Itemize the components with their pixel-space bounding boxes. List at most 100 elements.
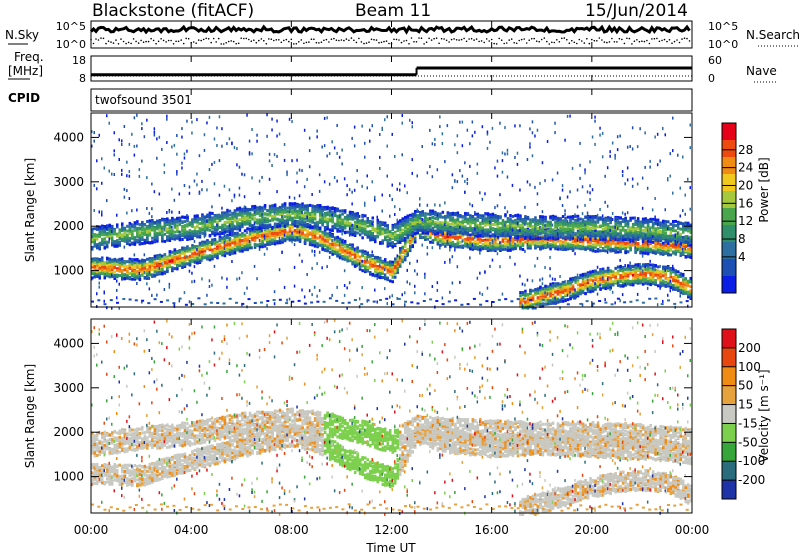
echo-cell [333, 222, 337, 226]
scatter-cell [366, 174, 368, 178]
scatter-cell [106, 114, 108, 118]
scatter-cell [376, 276, 378, 280]
echo-cell [361, 219, 364, 223]
search-noise-point [140, 39, 142, 42]
echo-cell [416, 218, 419, 222]
scatter-cell [343, 293, 346, 297]
echo-cell [288, 238, 292, 242]
echo-cell [384, 228, 387, 232]
search-noise-point [413, 41, 415, 43]
scatter-cell [113, 173, 115, 176]
echo-cell [306, 204, 309, 208]
echo-cell [441, 242, 445, 246]
scatter-cell [136, 208, 138, 212]
echo-cell [454, 229, 457, 233]
echo-cell [321, 220, 324, 223]
search-noise-point [573, 41, 576, 44]
scatter-cell [296, 171, 298, 175]
echo-cell [293, 205, 297, 208]
scatter-cell [364, 141, 366, 145]
echo-cell [313, 240, 317, 244]
echo-cell [93, 243, 96, 247]
search-noise-point [668, 39, 671, 41]
scatter-cell [198, 191, 201, 195]
scatter-cell [446, 241, 449, 244]
echo-cell [201, 228, 204, 232]
echo-cell [141, 263, 144, 267]
echo-cell [301, 202, 304, 206]
echo-cell [399, 263, 402, 267]
echo-cell [261, 240, 264, 244]
echo-cell [253, 243, 257, 247]
scatter-cell [191, 280, 193, 284]
echo-cell [358, 224, 362, 228]
echo-cell [168, 236, 172, 240]
echo-cell [208, 234, 212, 238]
echo-cell [191, 222, 194, 226]
echo-cell [158, 224, 162, 228]
echo-cell [116, 268, 119, 272]
echo-cell [128, 271, 132, 275]
echo-cell [213, 241, 217, 245]
echo-cell [288, 202, 292, 206]
echo-cell [211, 248, 214, 252]
echo-cell [409, 225, 412, 229]
echo-cell [101, 262, 104, 265]
search-noise-point [681, 38, 683, 40]
echo-cell [98, 271, 101, 275]
echo-cell [208, 220, 212, 224]
echo-cell [221, 246, 224, 250]
echo-cell [298, 211, 302, 215]
echo-cell [416, 228, 419, 232]
scatter-cell [128, 174, 131, 178]
echo-cell [121, 229, 124, 233]
search-noise-point [333, 37, 335, 40]
echo-cell [431, 240, 435, 244]
search-noise-point [403, 40, 405, 42]
scatter-cell [439, 246, 441, 250]
echo-cell [364, 214, 367, 218]
scatter-cell [183, 152, 186, 156]
echo-cell [116, 260, 119, 263]
search-noise-point [120, 38, 122, 40]
echo-cell [419, 217, 422, 221]
echo-cell [176, 234, 179, 238]
echo-cell [131, 273, 134, 277]
scatter-cell [268, 224, 271, 228]
echo-cell [98, 269, 101, 273]
echo-cell [273, 234, 277, 237]
echo-cell [173, 259, 177, 263]
echo-cell [206, 223, 209, 227]
scatter-cell [361, 259, 363, 263]
echo-cell [409, 229, 412, 233]
scatter-cell [331, 239, 333, 243]
echo-cell [173, 234, 177, 238]
echo-cell [268, 241, 272, 245]
echo-cell [226, 211, 229, 215]
scatter-cell [226, 277, 228, 281]
echo-cell [424, 229, 427, 233]
scatter-cell [246, 231, 248, 234]
search-noise-point [263, 39, 265, 42]
echo-cell [251, 213, 254, 217]
search-noise-point [423, 43, 425, 45]
echo-cell [183, 259, 187, 263]
search-noise-point [293, 43, 295, 45]
scatter-cell [351, 136, 353, 140]
search-noise-point [558, 41, 561, 43]
scatter-cell [238, 193, 241, 197]
echo-cell [306, 225, 309, 229]
scatter-cell [343, 177, 346, 181]
echo-cell [298, 206, 302, 210]
scatter-cell [326, 154, 328, 158]
echo-cell [233, 251, 237, 255]
echo-cell [343, 210, 347, 214]
search-noise-point [410, 37, 413, 39]
echo-cell [166, 223, 169, 226]
echo-cell [111, 224, 114, 228]
echo-cell [431, 209, 435, 213]
echo-cell [404, 256, 407, 259]
echo-cell [101, 237, 104, 241]
echo-cell [321, 237, 324, 241]
echo-cell [338, 250, 342, 254]
